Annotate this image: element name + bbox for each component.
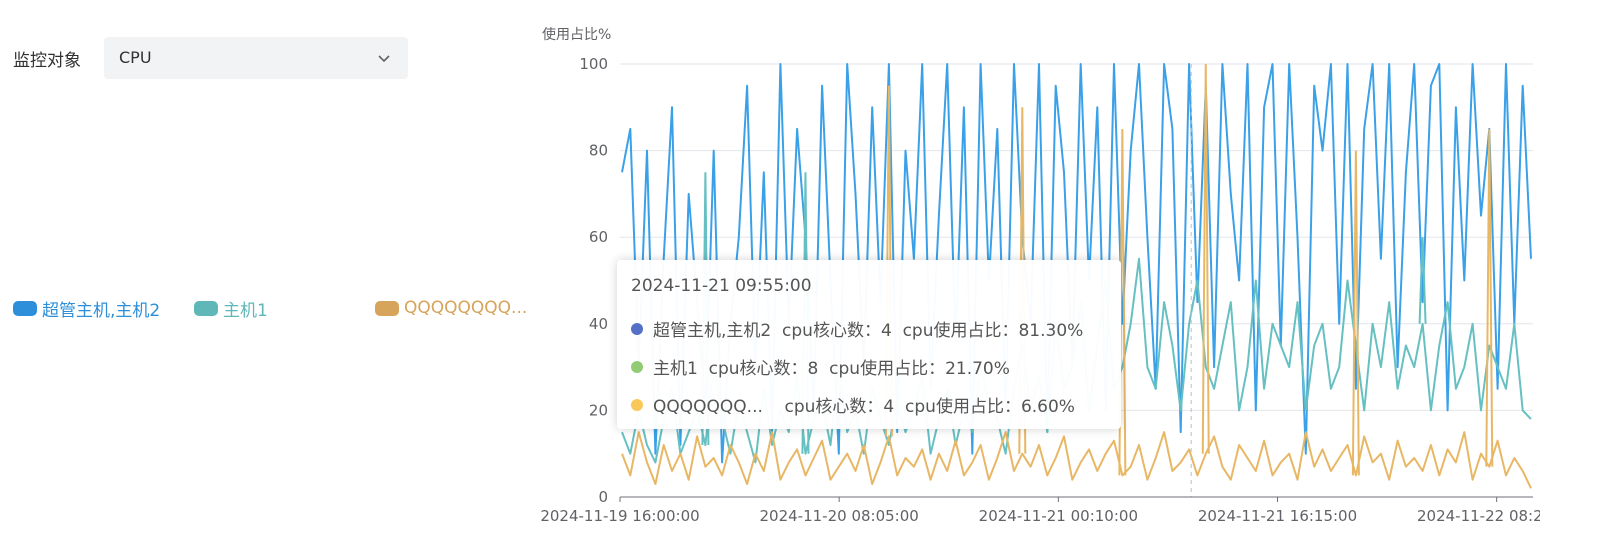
- y-tick-label: 100: [579, 55, 608, 73]
- series-spike: [1485, 128, 1494, 467]
- x-tick-label: 2024-11-21 00:10:00: [979, 507, 1138, 525]
- tooltip-row-2: 主机1 cpu核心数：8 cpu使用占比：21.70%: [631, 354, 1010, 379]
- series-dot-icon: [631, 360, 643, 373]
- y-tick-label: 40: [589, 315, 608, 333]
- y-tick-label: 80: [589, 142, 608, 160]
- legend-label: 主机1: [223, 300, 268, 321]
- monitor-target-select[interactable]: CPU: [104, 37, 408, 79]
- legend-item-2[interactable]: 主机1: [194, 296, 268, 321]
- tooltip-row-1: 超管主机,主机2 cpu核心数：4 cpu使用占比：81.30%: [631, 316, 1083, 341]
- x-tick-label: 2024-11-22 08:20:00: [1417, 507, 1540, 525]
- x-tick-label: 2024-11-19 16:00:00: [540, 507, 699, 525]
- legend-label: QQQQQQQQ...: [404, 298, 528, 318]
- legend-swatch: [13, 300, 37, 316]
- tooltip-row-text: 主机1 cpu核心数：8 cpu使用占比：21.70%: [653, 359, 1010, 379]
- tooltip-row-3: QQQQQQQ... cpu核心数：4 cpu使用占比：6.60%: [631, 392, 1075, 417]
- tooltip-row-text: 超管主机,主机2 cpu核心数：4 cpu使用占比：81.30%: [653, 321, 1084, 341]
- y-axis-label: 使用占比%: [542, 26, 611, 43]
- series-spike: [1418, 237, 1427, 324]
- series-line-3: [621, 431, 1532, 489]
- legend-label: 超管主机,主机2: [42, 300, 161, 321]
- series-dot-icon: [631, 398, 643, 411]
- y-tick-label: 60: [589, 228, 608, 246]
- series-dot-icon: [631, 322, 643, 335]
- legend-swatch: [194, 300, 218, 316]
- chevron-down-icon: [378, 55, 390, 63]
- legend-item-3[interactable]: QQQQQQQQ...: [375, 296, 527, 320]
- x-tick-label: 2024-11-20 08:05:00: [760, 507, 919, 525]
- tooltip-title: 2024-11-21 09:55:00: [631, 276, 812, 296]
- filter-label: 监控对象: [13, 51, 81, 71]
- tooltip-row-text: QQQQQQQ... cpu核心数：4 cpu使用占比：6.60%: [653, 397, 1075, 417]
- series-spike: [1351, 150, 1360, 476]
- series-spike: [1201, 63, 1210, 454]
- legend-item-1[interactable]: 超管主机,主机2: [13, 296, 161, 321]
- chart-tooltip: 2024-11-21 09:55:00 超管主机,主机2 cpu核心数：4 cp…: [617, 260, 1121, 429]
- legend-swatch: [375, 300, 399, 316]
- select-value: CPU: [119, 48, 152, 67]
- y-tick-label: 20: [589, 401, 608, 419]
- x-tick-label: 2024-11-21 16:15:00: [1198, 507, 1357, 525]
- y-tick-label: 0: [598, 488, 608, 506]
